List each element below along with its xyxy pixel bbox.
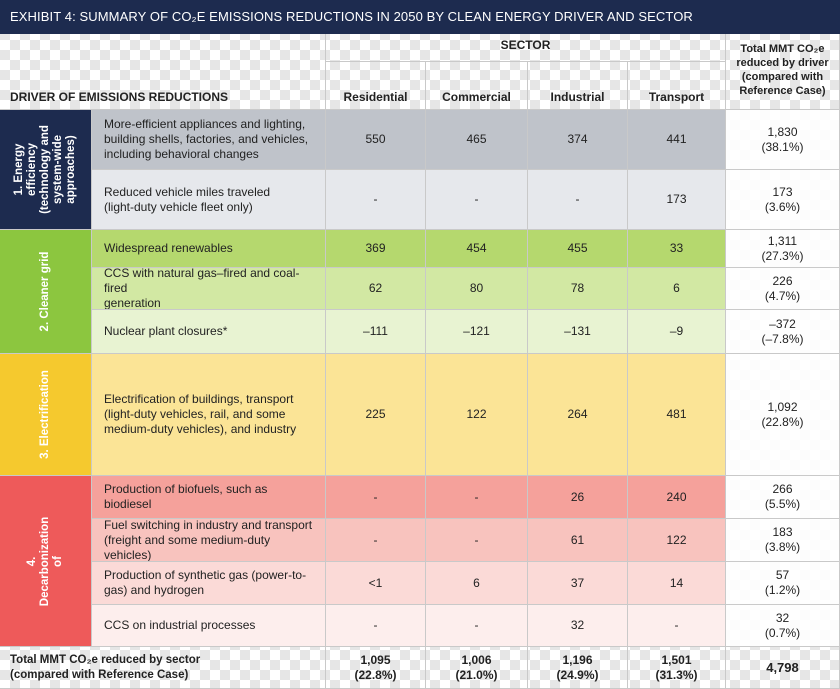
column-header-residential: Residential xyxy=(326,62,426,110)
value-cell-residential: 225 xyxy=(326,354,426,476)
sector-total-residential: 1,095 (22.8%) xyxy=(326,647,426,689)
row-description: Production of synthetic gas (power-to- g… xyxy=(92,562,326,605)
row-description: Fuel switching in industry and transport… xyxy=(92,519,326,562)
value-cell-transport: 14 xyxy=(628,562,726,605)
driver-total-cell: 1,830 (38.1%) xyxy=(726,110,840,170)
row-description: CCS on industrial processes xyxy=(92,605,326,647)
driver-total-cell: 32 (0.7%) xyxy=(726,605,840,647)
value-cell-residential: <1 xyxy=(326,562,426,605)
value-cell-commercial: - xyxy=(426,605,528,647)
value-cell-industrial: 264 xyxy=(528,354,628,476)
group-label-text: 1. Energy efficiency (technology and sys… xyxy=(13,125,77,214)
driver-total-cell: 173 (3.6%) xyxy=(726,170,840,230)
column-header-commercial: Commercial xyxy=(426,62,528,110)
row-description: Electrification of buildings, transport … xyxy=(92,354,326,476)
value-cell-transport: 240 xyxy=(628,476,726,519)
group-label-3: 3. Electrification xyxy=(0,354,92,476)
row-description: Reduced vehicle miles traveled (light-du… xyxy=(92,170,326,230)
value-cell-transport: –9 xyxy=(628,310,726,354)
row-description: Widespread renewables xyxy=(92,230,326,268)
value-cell-commercial: 465 xyxy=(426,110,528,170)
value-cell-transport: 173 xyxy=(628,170,726,230)
sector-total-industrial: 1,196 (24.9%) xyxy=(528,647,628,689)
group-label-1: 1. Energy efficiency (technology and sys… xyxy=(0,110,92,230)
value-cell-commercial: 6 xyxy=(426,562,528,605)
value-cell-industrial: - xyxy=(528,170,628,230)
value-cell-residential: - xyxy=(326,170,426,230)
value-cell-commercial: 80 xyxy=(426,268,528,310)
sector-total-label: Total MMT CO₂e reduced by sector (compar… xyxy=(0,647,326,689)
sector-total-transport: 1,501 (31.3%) xyxy=(628,647,726,689)
value-cell-commercial: –121 xyxy=(426,310,528,354)
value-cell-commercial: - xyxy=(426,170,528,230)
driver-total-cell: 226 (4.7%) xyxy=(726,268,840,310)
driver-total-cell: –372 (–7.8%) xyxy=(726,310,840,354)
driver-total-cell: 183 (3.8%) xyxy=(726,519,840,562)
row-description: Nuclear plant closures* xyxy=(92,310,326,354)
column-header-transport: Transport xyxy=(628,62,726,110)
value-cell-industrial: 32 xyxy=(528,605,628,647)
row-description: Production of biofuels, such as biodiese… xyxy=(92,476,326,519)
row-description: CCS with natural gas–fired and coal-fire… xyxy=(92,268,326,310)
value-cell-commercial: 454 xyxy=(426,230,528,268)
value-cell-industrial: –131 xyxy=(528,310,628,354)
driver-total-cell: 266 (5.5%) xyxy=(726,476,840,519)
value-cell-commercial: - xyxy=(426,519,528,562)
value-cell-commercial: 122 xyxy=(426,354,528,476)
value-cell-residential: 369 xyxy=(326,230,426,268)
group-label-2: 2. Cleaner grid xyxy=(0,230,92,354)
value-cell-residential: –111 xyxy=(326,310,426,354)
grand-total: 4,798 xyxy=(726,647,840,689)
group-label-text: 3. Electrification xyxy=(39,370,51,459)
sector-header: SECTOR xyxy=(326,34,726,62)
group-label-4: 4. Decarbonization of xyxy=(0,476,92,647)
value-cell-transport: 33 xyxy=(628,230,726,268)
value-cell-commercial: - xyxy=(426,476,528,519)
value-cell-industrial: 374 xyxy=(528,110,628,170)
value-cell-transport: 441 xyxy=(628,110,726,170)
value-cell-industrial: 61 xyxy=(528,519,628,562)
value-cell-residential: 550 xyxy=(326,110,426,170)
group-label-text: 4. Decarbonization of xyxy=(26,516,64,606)
value-cell-industrial: 78 xyxy=(528,268,628,310)
value-cell-transport: 6 xyxy=(628,268,726,310)
value-cell-transport: - xyxy=(628,605,726,647)
value-cell-residential: - xyxy=(326,519,426,562)
driver-total-cell: 57 (1.2%) xyxy=(726,562,840,605)
exhibit-title: EXHIBIT 4: SUMMARY OF CO₂E EMISSIONS RED… xyxy=(0,0,840,34)
value-cell-industrial: 455 xyxy=(528,230,628,268)
value-cell-residential: - xyxy=(326,605,426,647)
value-cell-industrial: 37 xyxy=(528,562,628,605)
value-cell-transport: 122 xyxy=(628,519,726,562)
group-label-text: 2. Cleaner grid xyxy=(39,251,51,332)
sector-total-commercial: 1,006 (21.0%) xyxy=(426,647,528,689)
driver-header: DRIVER OF EMISSIONS REDUCTIONS xyxy=(0,34,326,110)
value-cell-residential: - xyxy=(326,476,426,519)
row-description: More-efficient appliances and lighting, … xyxy=(92,110,326,170)
total-by-driver-header: Total MMT CO₂e reduced by driver (compar… xyxy=(726,34,840,110)
value-cell-transport: 481 xyxy=(628,354,726,476)
value-cell-industrial: 26 xyxy=(528,476,628,519)
column-header-industrial: Industrial xyxy=(528,62,628,110)
driver-total-cell: 1,092 (22.8%) xyxy=(726,354,840,476)
driver-total-cell: 1,311 (27.3%) xyxy=(726,230,840,268)
value-cell-residential: 62 xyxy=(326,268,426,310)
